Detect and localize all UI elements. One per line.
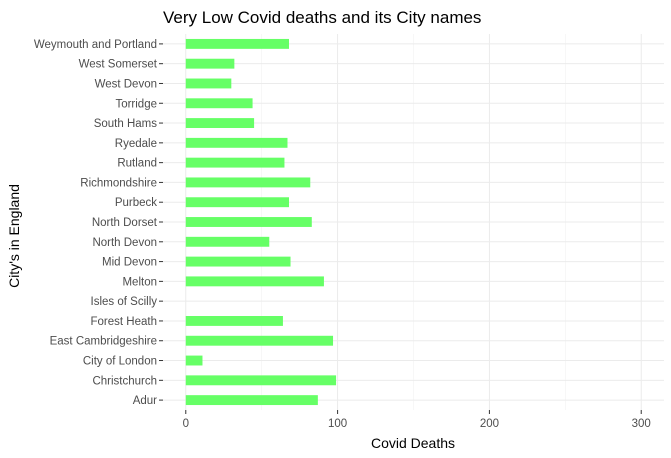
y-tick-label: North Devon — [92, 237, 157, 249]
y-tick-label: Christchurch — [92, 375, 157, 387]
y-tick-label: Melton — [122, 276, 157, 288]
bar-city-of-london — [185, 355, 203, 366]
y-tick-label: Rutland — [117, 158, 157, 170]
bar-richmondshire — [185, 177, 311, 188]
bar-ryedale — [185, 137, 288, 148]
bars — [185, 38, 337, 406]
y-tick-label: West Somerset — [79, 59, 158, 71]
y-tick-label: South Hams — [94, 118, 158, 130]
bar-adur — [185, 395, 318, 406]
y-axis-title: City's in England — [6, 184, 22, 288]
chart-title: Very Low Covid deaths and its City names — [163, 8, 481, 27]
bar-christchurch — [185, 375, 337, 386]
bar-mid-devon — [185, 256, 291, 267]
bar-melton — [185, 276, 324, 287]
y-tick-label: Mid Devon — [102, 257, 157, 269]
bar-torridge — [185, 98, 253, 109]
y-tick-label: Torridge — [115, 98, 157, 110]
y-tick-label: Richmondshire — [80, 177, 157, 189]
x-tick-label: 300 — [632, 418, 651, 430]
bar-east-cambridgeshire — [185, 335, 334, 346]
bar-west-somerset — [185, 58, 235, 69]
x-tick-label: 0 — [183, 418, 189, 430]
x-axis-title: Covid Deaths — [371, 435, 455, 451]
y-tick-label: Isles of Scilly — [91, 296, 158, 308]
bar-forest-heath — [185, 316, 283, 326]
y-tick-label: Weymouth and Portland — [34, 39, 157, 51]
x-axis: 0 100 200 300 — [183, 410, 651, 430]
bar-west-devon — [185, 78, 232, 89]
y-tick-label: West Devon — [95, 78, 157, 90]
bar-north-devon — [185, 236, 270, 247]
y-tick-label: Ryedale — [115, 138, 157, 150]
bar-south-hams — [185, 118, 255, 128]
y-tick-label: North Dorset — [92, 217, 158, 229]
bar-north-dorset — [185, 217, 312, 227]
y-tick-label: Purbeck — [115, 197, 157, 209]
y-tick-label: Adur — [133, 395, 157, 407]
bar-rutland — [185, 157, 285, 168]
y-tick-label: City of London — [83, 356, 157, 368]
y-tick-label: Forest Heath — [91, 316, 157, 328]
bar-weymouth-and-portland — [185, 38, 290, 49]
y-axis: Adur Christchurch City of London East Cambr… — [34, 39, 163, 407]
x-tick-label: 200 — [480, 418, 499, 430]
y-tick-label: East Cambridgeshire — [50, 336, 157, 348]
bar-purbeck — [185, 197, 290, 208]
x-tick-label: 100 — [328, 418, 347, 430]
